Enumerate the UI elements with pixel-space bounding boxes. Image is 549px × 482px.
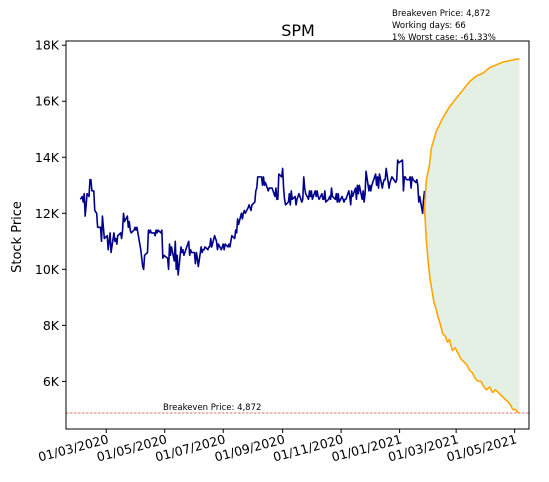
y-tick-label: 16K <box>35 94 60 109</box>
y-tick-label: 6K <box>43 374 60 389</box>
y-axis-label: Stock Price <box>10 201 25 273</box>
breakeven-line: Breakeven Price: 4,872 <box>66 403 529 414</box>
y-tick-label: 12K <box>35 206 60 221</box>
series-line-1 <box>423 58 520 208</box>
confidence-band <box>424 59 520 413</box>
plot-frame <box>65 40 530 430</box>
info-line: 1% Worst case: -61.33% <box>392 33 496 43</box>
y-tick-label: 18K <box>35 38 60 53</box>
series-lines <box>79 58 520 414</box>
info-line: Breakeven Price: 4,872 <box>392 9 490 19</box>
y-tick-label: 14K <box>35 150 60 165</box>
band-area <box>424 59 520 413</box>
axes: 6K8K10K12K14K16K18K01/03/202001/05/20200… <box>35 38 530 465</box>
info-line: Working days: 66 <box>392 21 466 31</box>
series-line-0 <box>79 159 426 276</box>
chart-title: SPM <box>281 21 315 40</box>
series-line-2 <box>423 207 520 414</box>
y-tick-label: 8K <box>43 318 60 333</box>
y-tick-label: 10K <box>35 262 60 277</box>
info-box: Breakeven Price: 4,872 Working days: 66 … <box>392 9 496 43</box>
breakeven-label: Breakeven Price: 4,872 <box>163 403 261 413</box>
